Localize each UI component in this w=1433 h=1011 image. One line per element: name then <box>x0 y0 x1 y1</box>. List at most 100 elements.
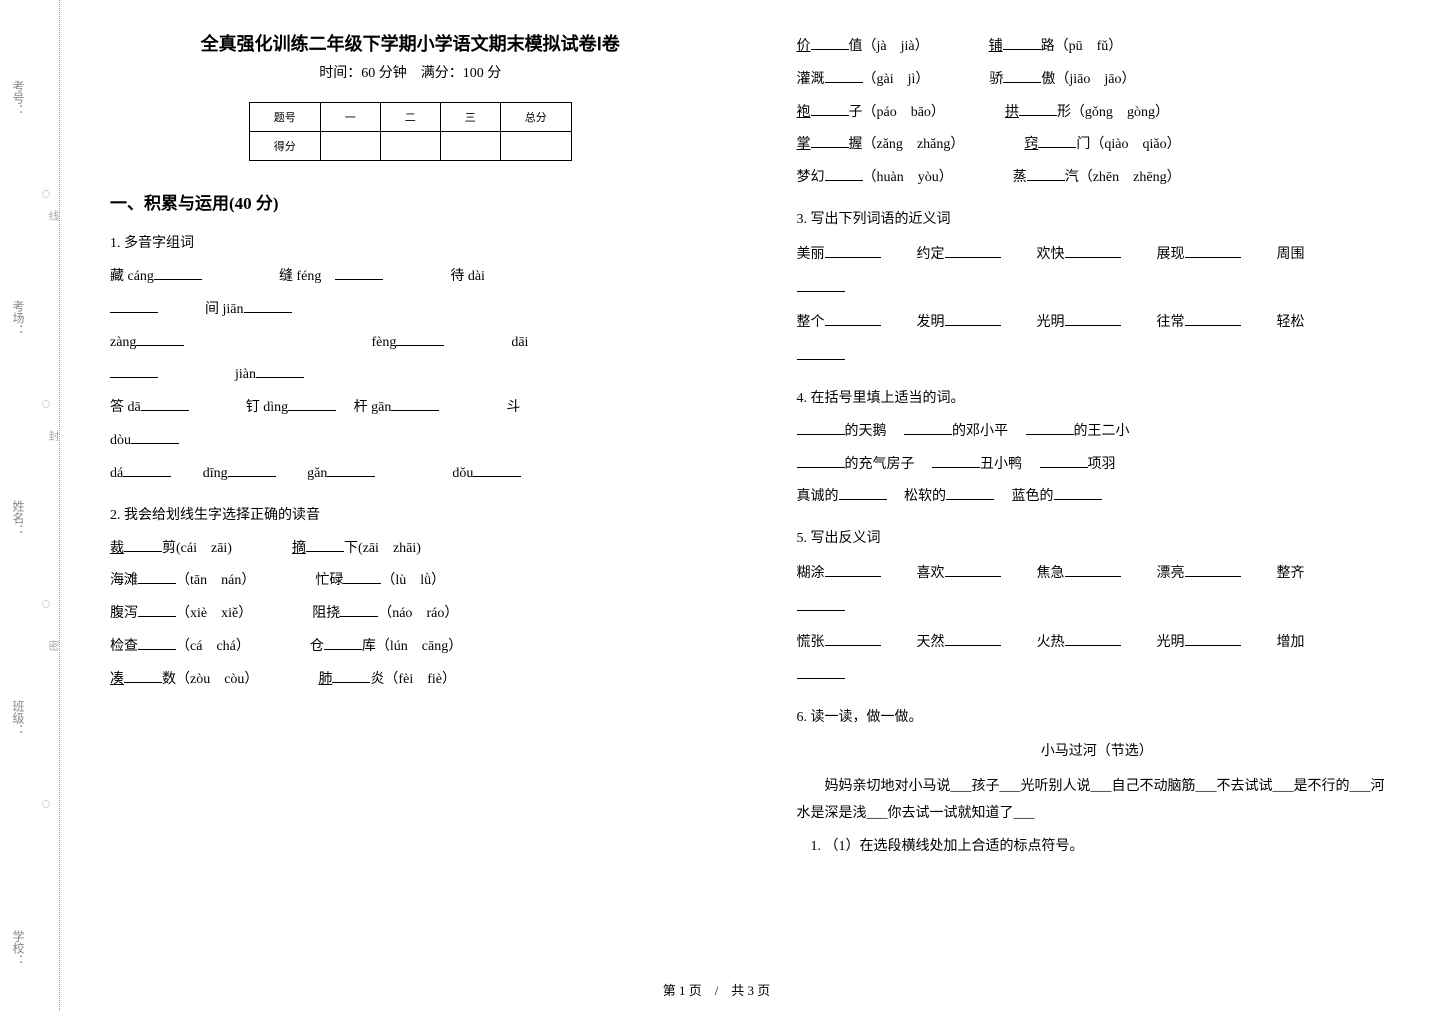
opt: 汽（zhēn <box>1065 170 1119 185</box>
q6-label: 6. 读一读，做一做。 <box>797 706 1398 726</box>
score-th: 题号 <box>249 103 320 132</box>
blank <box>1038 134 1076 148</box>
blank <box>811 102 849 116</box>
blank <box>1065 244 1121 258</box>
blank <box>124 669 162 683</box>
blank <box>1065 632 1121 646</box>
gutter-seal-line-1: 线 <box>45 210 61 225</box>
blank <box>154 266 202 280</box>
blank <box>391 397 439 411</box>
opt: qiǎo） <box>1142 137 1180 152</box>
blank <box>1185 312 1241 326</box>
q1-item: 钉 dìng <box>246 400 288 415</box>
opt: 门（qiào <box>1076 137 1128 152</box>
opt: nán） <box>221 573 255 588</box>
q1-item: jiàn <box>235 367 256 382</box>
q1-row: 答 dā 钉 dìng 杆 gān 斗 <box>110 393 711 424</box>
word-blank: 美丽 <box>797 238 909 272</box>
gutter-seal-line-3: 密 <box>45 640 61 655</box>
blank <box>811 36 849 50</box>
blank <box>343 570 381 584</box>
blank <box>335 266 383 280</box>
gutter-circle <box>42 190 50 198</box>
blank <box>1019 102 1057 116</box>
pinyin-row: 检查（cá chá）仓库（lún cāng） <box>110 632 711 663</box>
blank <box>324 636 362 650</box>
score-th: 二 <box>380 103 440 132</box>
opt: còu） <box>224 672 258 687</box>
word: 窍 <box>1024 137 1038 152</box>
blank <box>306 538 344 552</box>
opt: （huàn <box>863 170 904 185</box>
word: 检查 <box>110 639 138 654</box>
blank <box>288 397 336 411</box>
exam-subtitle: 时间：60 分钟 满分：100 分 <box>110 62 711 82</box>
blank <box>945 563 1001 577</box>
word: 裁 <box>110 541 124 556</box>
word-blank: 光明 <box>1037 306 1149 340</box>
blank <box>797 597 845 611</box>
q4-item: 松软的 <box>904 489 946 504</box>
opt: yòu） <box>918 170 953 185</box>
q1-row: dòu <box>110 426 711 457</box>
blank <box>340 603 378 617</box>
q1-item: gǎn <box>307 466 327 481</box>
opt: 形（gǒng <box>1057 105 1113 120</box>
q1-item: 缝 féng <box>279 269 321 284</box>
word-blank: 光明 <box>1157 626 1269 660</box>
opt: （lù <box>381 573 406 588</box>
opt: （tān <box>176 573 207 588</box>
opt: chá） <box>216 639 249 654</box>
word: 铺 <box>989 39 1003 54</box>
pinyin-row: 袍子（páo bāo）拱形（gǒng gòng） <box>797 98 1398 129</box>
blank <box>1003 36 1041 50</box>
blank <box>1185 244 1241 258</box>
word-blank: 焦急 <box>1037 557 1149 591</box>
opt: （cá <box>176 639 202 654</box>
word: 海滩 <box>110 573 138 588</box>
blank <box>136 332 184 346</box>
q1-item: 待 dài <box>450 269 485 284</box>
opt: gòng） <box>1127 105 1169 120</box>
q1-item: 藏 cáng <box>110 269 154 284</box>
blank <box>904 421 952 435</box>
pinyin-row: 梦幻（huàn yòu）蒸汽（zhēn zhēng） <box>797 163 1398 194</box>
blank <box>138 603 176 617</box>
q2-list: 裁剪(cái zāi)摘下(zāi zhāi)海滩（tān nán）忙碌（lù … <box>110 534 711 696</box>
word: 蒸 <box>1013 170 1027 185</box>
section-1-heading: 一、积累与运用(40 分) <box>110 189 711 214</box>
word-blank: 展现 <box>1157 238 1269 272</box>
blank <box>825 632 881 646</box>
q2-list-continued: 价值（jà jià）铺路（pū fǔ）灌溉（gài jì）骄傲（jiāo jāo… <box>797 32 1398 194</box>
opt: （gài <box>863 72 894 87</box>
word-blank: 约定 <box>917 238 1029 272</box>
q6-subtitle: 小马过河（节选） <box>797 740 1398 760</box>
opt: jià） <box>901 39 929 54</box>
blank <box>932 454 980 468</box>
q1-item: fèng <box>371 335 396 350</box>
word: 梦幻 <box>797 170 825 185</box>
blank <box>1026 421 1074 435</box>
q4-item: 真诚的 <box>797 489 839 504</box>
blank <box>110 364 158 378</box>
word-blank: 整个 <box>797 306 909 340</box>
gutter-school: 学校： <box>10 930 27 966</box>
word-blank: 整齐 <box>1277 557 1305 591</box>
q1-item: zàng <box>110 335 136 350</box>
opt: jāo） <box>1104 72 1135 87</box>
word-blank: 喜欢 <box>917 557 1029 591</box>
blank <box>797 421 845 435</box>
q4-row: 的天鹅 的邓小平 的王二小 <box>797 417 1398 448</box>
gutter-name: 姓名： <box>10 500 27 536</box>
blank <box>797 454 845 468</box>
gutter-exam-number: 考号： <box>10 80 27 116</box>
score-row-label: 得分 <box>249 132 320 161</box>
right-column: 价值（jà jià）铺路（pū fǔ）灌溉（gài jì）骄傲（jiāo jāo… <box>747 0 1433 1011</box>
q4-item: 的天鹅 <box>845 424 887 439</box>
blank <box>332 669 370 683</box>
q1-item: 杆 gān <box>354 400 392 415</box>
opt: jì） <box>908 72 930 87</box>
q1-row: zàng fèng dāi <box>110 328 711 359</box>
word-blank: 轻松 <box>1277 306 1305 340</box>
opt: 子（páo <box>849 105 897 120</box>
